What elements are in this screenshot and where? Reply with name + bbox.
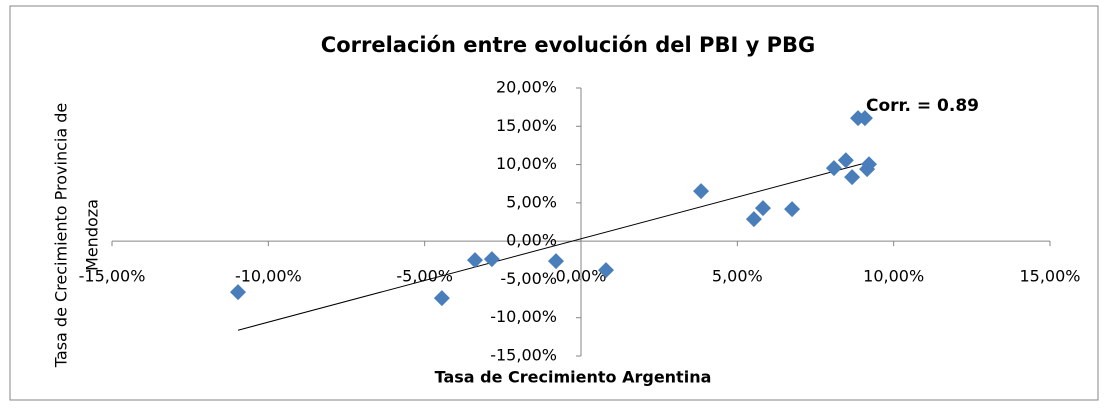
- point: [837, 152, 854, 169]
- point: [856, 110, 873, 127]
- y-tick-label: 20,00%: [496, 78, 557, 97]
- y-tick-label: 5,00%: [506, 192, 557, 211]
- chart-title: Correlación entre evolución del PBI y PB…: [321, 33, 815, 57]
- y-tick-label: -10,00%: [490, 307, 557, 326]
- point: [784, 201, 801, 218]
- point: [547, 253, 564, 270]
- point: [859, 161, 876, 178]
- point: [598, 262, 615, 279]
- x-tick-label: 10,00%: [863, 267, 924, 286]
- trendline: [237, 161, 870, 331]
- y-axis-title: Tasa de Crecimiento Provincia de: [52, 103, 71, 368]
- point: [467, 252, 484, 269]
- x-axis-title: Tasa de Crecimiento Argentina: [435, 368, 712, 387]
- point: [825, 160, 842, 177]
- x-tick-label: -5,00%: [396, 267, 453, 286]
- x-tick-label: 5,00%: [712, 267, 763, 286]
- point: [433, 290, 450, 307]
- point: [693, 183, 710, 200]
- point: [745, 211, 762, 228]
- x-tick-label: 0,00%: [556, 267, 607, 286]
- point: [844, 169, 861, 186]
- x-tick-label: 15,00%: [1019, 267, 1080, 286]
- point: [754, 200, 771, 217]
- point: [230, 284, 247, 301]
- y-tick-label: -5,00%: [500, 269, 557, 288]
- point: [483, 251, 500, 268]
- x-tick-label: -15,00%: [79, 267, 146, 286]
- y-tick-label: 0,00%: [506, 231, 557, 250]
- chart-border: [9, 5, 1099, 401]
- x-tick-label: -10,00%: [235, 267, 302, 286]
- y-axis-title: Mendoza: [83, 199, 102, 271]
- annotation: Corr. = 0.89: [866, 96, 979, 116]
- y-tick-label: -15,00%: [490, 346, 557, 365]
- y-tick-label: 10,00%: [496, 154, 557, 173]
- y-tick-label: 15,00%: [496, 116, 557, 135]
